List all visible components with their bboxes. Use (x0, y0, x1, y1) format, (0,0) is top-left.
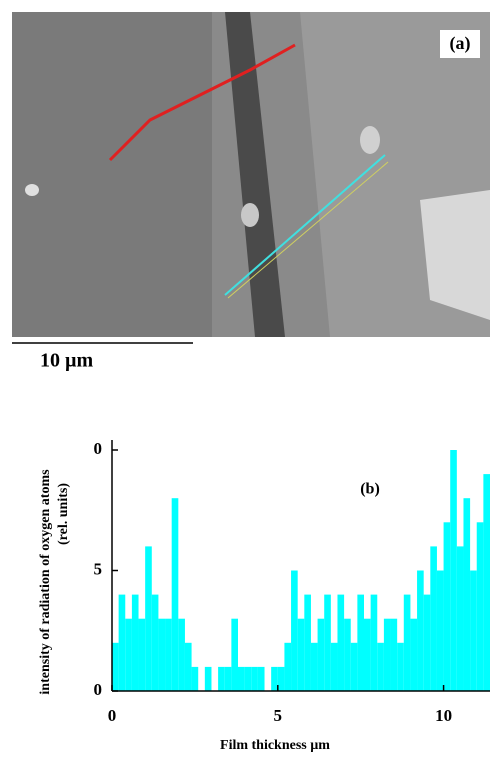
bar (251, 666, 258, 691)
bar (138, 618, 146, 691)
bar (390, 618, 398, 691)
bar (463, 498, 471, 691)
bar (165, 618, 172, 691)
x-axis-label: Film thickness µm (220, 738, 330, 753)
bar (476, 522, 484, 691)
bar (191, 666, 199, 691)
bar (284, 642, 292, 691)
bar (456, 546, 464, 691)
bar (436, 570, 444, 691)
y-tick-label: 5 (94, 559, 103, 578)
y-axis-label: intensity of radiation of oxygen atoms (38, 469, 53, 695)
bar (277, 666, 285, 691)
bar (304, 594, 311, 691)
bar (131, 594, 139, 691)
bar (224, 666, 232, 691)
bar (324, 594, 331, 691)
bar (118, 594, 126, 691)
bar (344, 618, 351, 691)
bar (364, 618, 371, 691)
bar (383, 618, 391, 691)
bar (370, 594, 378, 691)
bar (125, 618, 132, 691)
bar (184, 642, 192, 691)
annotation: (b) (360, 481, 380, 498)
bar (257, 666, 265, 691)
bar (430, 546, 437, 691)
sem-image: (a) 10 µm (12, 12, 490, 372)
scale-bar-label: 10 µm (40, 350, 94, 372)
bar (410, 618, 418, 691)
bar (151, 594, 159, 691)
y-tick-label: 0 (94, 439, 103, 458)
bar (145, 546, 152, 691)
bar (218, 666, 225, 691)
bar (171, 498, 179, 691)
bar (403, 594, 411, 691)
bar (443, 522, 451, 691)
bar (357, 594, 364, 691)
bar (112, 642, 119, 691)
panel-label: (a) (450, 33, 471, 54)
x-tick-label: 5 (274, 706, 283, 725)
x-tick-label: 10 (435, 706, 452, 725)
bar (397, 642, 404, 691)
bar (450, 450, 457, 691)
bar (423, 594, 431, 691)
bar (417, 570, 424, 691)
bar (337, 594, 345, 691)
bar (297, 618, 305, 691)
bar (291, 570, 298, 691)
bar (330, 642, 338, 691)
y-axis-label: (rel. units) (56, 483, 71, 545)
bar (178, 618, 185, 691)
y-tick-label: 0 (94, 680, 103, 699)
bar (204, 666, 212, 691)
bar (271, 666, 278, 691)
bar (310, 642, 318, 691)
x-tick-label: 0 (108, 706, 117, 725)
bar (158, 618, 166, 691)
bar (470, 570, 477, 691)
bar (350, 642, 358, 691)
bar (483, 474, 490, 691)
bar (231, 618, 238, 691)
bar (317, 618, 325, 691)
bar (377, 642, 384, 691)
bar (238, 666, 245, 691)
bar (244, 666, 252, 691)
